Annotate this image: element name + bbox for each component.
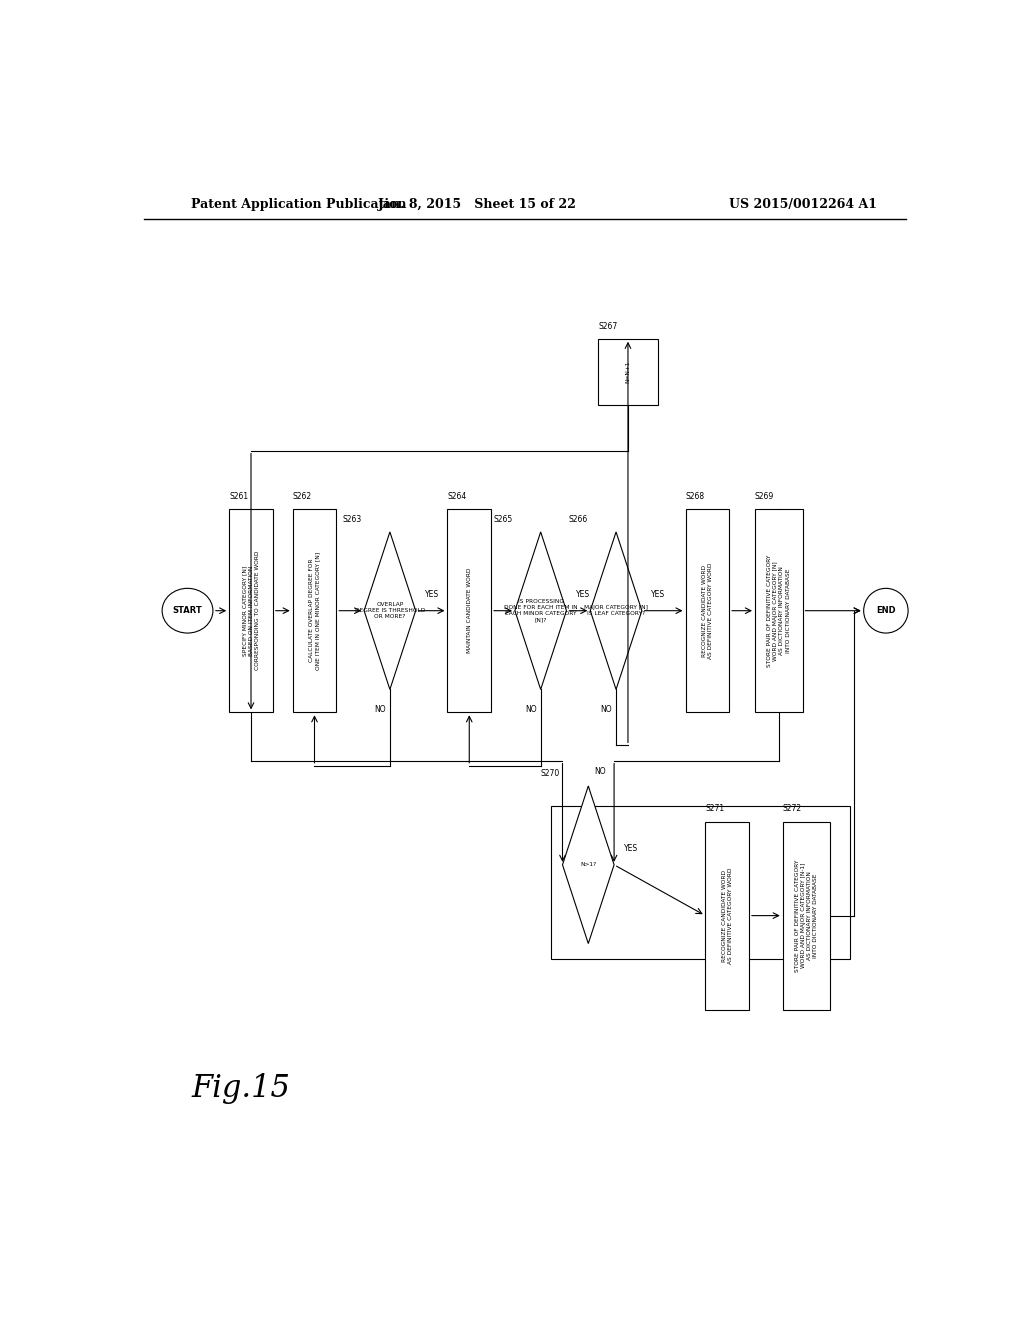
FancyBboxPatch shape: [447, 510, 492, 713]
Text: CALCULATE OVERLAP DEGREE FOR
ONE ITEM IN ONE MINOR CATEGORY [N]: CALCULATE OVERLAP DEGREE FOR ONE ITEM IN…: [309, 552, 321, 669]
Text: YES: YES: [624, 843, 638, 853]
Polygon shape: [515, 532, 566, 689]
Text: NO: NO: [375, 705, 386, 714]
Text: YES: YES: [425, 590, 439, 598]
Text: IS PROCESSING
DONE FOR EACH ITEM IN
EACH MINOR CATEGORY
[N]?: IS PROCESSING DONE FOR EACH ITEM IN EACH…: [504, 599, 578, 622]
Text: S269: S269: [755, 492, 774, 500]
Text: Patent Application Publication: Patent Application Publication: [191, 198, 407, 211]
Text: US 2015/0012264 A1: US 2015/0012264 A1: [728, 198, 877, 211]
Text: SPECIFY MINOR CATEGORY [N]
BASED ON ITEM INFORMATION
CORRESPONDING TO CANDIDATE : SPECIFY MINOR CATEGORY [N] BASED ON ITEM…: [243, 550, 260, 671]
Text: YES: YES: [651, 590, 666, 598]
Text: NO: NO: [595, 767, 606, 776]
Text: S263: S263: [342, 515, 361, 524]
FancyBboxPatch shape: [598, 339, 657, 405]
Text: S270: S270: [541, 768, 560, 777]
Text: NO: NO: [525, 705, 537, 714]
Polygon shape: [365, 532, 416, 689]
Polygon shape: [562, 785, 614, 944]
Ellipse shape: [162, 589, 213, 634]
Text: END: END: [877, 606, 896, 615]
Text: S265: S265: [494, 515, 512, 524]
Text: STORE PAIR OF DEFINITIVE CATEGORY
WORD AND MAJOR CATEGORY [N]
AS DICTIONARY INFO: STORE PAIR OF DEFINITIVE CATEGORY WORD A…: [767, 554, 791, 667]
Text: MAJOR CATEGORY [N]
IS LEAF CATEGORY?: MAJOR CATEGORY [N] IS LEAF CATEGORY?: [584, 606, 648, 616]
Text: S268: S268: [685, 492, 705, 500]
Text: STORE PAIR OF DEFINITIVE CATEGORY
WORD AND MAJOR CATEGORY [N-1]
AS DICTIONARY IN: STORE PAIR OF DEFINITIVE CATEGORY WORD A…: [795, 859, 818, 972]
Text: MAINTAIN CANDIDATE WORD: MAINTAIN CANDIDATE WORD: [467, 568, 472, 653]
FancyBboxPatch shape: [706, 821, 749, 1010]
Text: S261: S261: [229, 492, 248, 500]
Text: N>1?: N>1?: [581, 862, 596, 867]
Text: S271: S271: [706, 804, 724, 813]
FancyBboxPatch shape: [755, 510, 803, 713]
Polygon shape: [590, 532, 642, 689]
Text: S264: S264: [447, 492, 467, 500]
FancyBboxPatch shape: [782, 821, 830, 1010]
Ellipse shape: [863, 589, 908, 634]
FancyBboxPatch shape: [685, 510, 729, 713]
Text: Fig.15: Fig.15: [191, 1073, 291, 1104]
Text: N=N+1: N=N+1: [626, 360, 631, 383]
Text: RECOGNIZE CANDIDATE WORD
AS DEFINITIVE CATEGORY WORD: RECOGNIZE CANDIDATE WORD AS DEFINITIVE C…: [722, 867, 733, 964]
Text: OVERLAP
DEGREE IS THRESHOLD
OR MORE?: OVERLAP DEGREE IS THRESHOLD OR MORE?: [354, 602, 425, 619]
Text: START: START: [173, 606, 203, 615]
Text: S262: S262: [293, 492, 311, 500]
Text: RECOGNIZE CANDIDATE WORD
AS DEFINITIVE CATEGORY WORD: RECOGNIZE CANDIDATE WORD AS DEFINITIVE C…: [701, 562, 713, 659]
Text: YES: YES: [575, 590, 590, 598]
Text: S272: S272: [782, 804, 802, 813]
Text: NO: NO: [600, 705, 612, 714]
FancyBboxPatch shape: [293, 510, 336, 713]
Text: Jan. 8, 2015   Sheet 15 of 22: Jan. 8, 2015 Sheet 15 of 22: [378, 198, 577, 211]
Text: S266: S266: [568, 515, 588, 524]
FancyBboxPatch shape: [229, 510, 272, 713]
Text: S267: S267: [598, 322, 617, 331]
